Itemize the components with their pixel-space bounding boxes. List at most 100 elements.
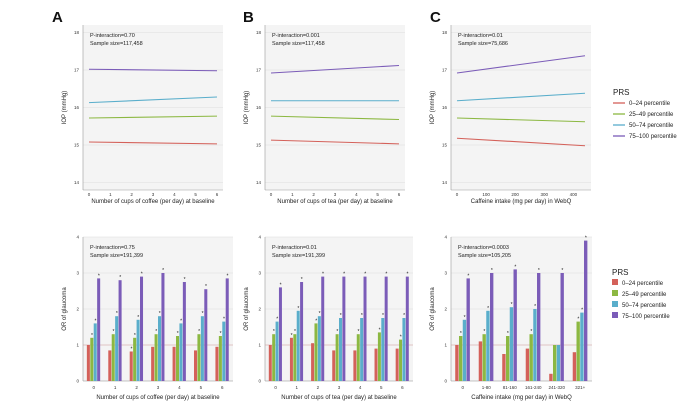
annotation-a: Sample size=117,458 xyxy=(90,41,143,47)
bar-c2-4-2 xyxy=(556,345,561,381)
significance-star-a2: * xyxy=(119,275,121,281)
bar-a2-5-0 xyxy=(194,350,198,381)
bar-a2-5-2 xyxy=(200,316,204,381)
bar-c2-4-0 xyxy=(549,373,553,381)
legend-label-0-2: 50–74 percentile xyxy=(629,123,674,129)
bar-c2-1-1 xyxy=(482,334,486,381)
annotation-a2: P-interaction=0.75 xyxy=(90,245,135,251)
y-tick-label-b2: 1 xyxy=(258,343,261,348)
bar-a2-4-2 xyxy=(179,323,183,381)
bar-a2-4-1 xyxy=(176,336,180,381)
significance-star-a2: * xyxy=(205,284,207,290)
bar-c2-0-1 xyxy=(458,336,463,381)
y-tick-label-c2: 0 xyxy=(444,379,447,384)
x-tick-label-a2: 1 xyxy=(114,385,117,390)
bar-b2-4-1 xyxy=(356,334,360,381)
bar-b2-5-1 xyxy=(377,332,381,381)
y-tick-label-b: 17 xyxy=(256,68,262,73)
significance-star-a2: * xyxy=(198,329,200,335)
bar-b2-6-3 xyxy=(405,276,409,381)
x-axis-label-a2: Number of cups of coffee (per day) at ba… xyxy=(96,395,220,401)
significance-star-a2: * xyxy=(116,311,118,317)
bar-a2-2-3 xyxy=(140,276,144,381)
significance-star-a2: * xyxy=(162,268,164,274)
bar-c2-3-1 xyxy=(529,334,533,381)
y-tick-label-b: 16 xyxy=(256,105,262,110)
x-tick-label-a: 3 xyxy=(152,192,155,197)
x-tick-label-b: 1 xyxy=(291,192,294,197)
significance-star-c2: * xyxy=(491,268,493,274)
bar-b2-1-0 xyxy=(289,337,293,381)
bar-c2-3-0 xyxy=(525,348,530,381)
bar-b2-4-0 xyxy=(353,350,357,381)
bar-b2-0-3 xyxy=(278,287,282,381)
x-axis-label-a: Number of cups of coffee (per day) at ba… xyxy=(91,199,215,205)
significance-star-b2: * xyxy=(382,313,384,319)
annotation-c2: P-interaction=0.0003 xyxy=(458,245,509,251)
series-line-b-0 xyxy=(270,139,400,145)
y-tick-label-a: 15 xyxy=(74,143,80,148)
significance-star-b2: * xyxy=(357,329,359,335)
y-tick-label-a2: 3 xyxy=(76,271,79,276)
legend-title-1: PRS xyxy=(612,268,628,277)
significance-star-b2: * xyxy=(336,329,338,335)
bar-c2-5-1 xyxy=(576,321,580,381)
significance-star-a2: * xyxy=(180,318,182,324)
significance-star-b2: * xyxy=(361,313,363,319)
bar-b2-5-3 xyxy=(384,276,388,381)
bar-a2-6-1 xyxy=(218,336,222,381)
x-tick-label-b2: 2 xyxy=(317,385,320,390)
bar-a2-6-0 xyxy=(215,346,219,381)
series-line-b-3 xyxy=(270,64,400,74)
series-line-a-0 xyxy=(88,141,218,145)
bar-c2-5-3 xyxy=(584,240,588,381)
x-tick-label-a2: 6 xyxy=(221,385,224,390)
legend-label-0-3: 75–100 percentile xyxy=(629,134,677,140)
legend-title-0: PRS xyxy=(613,88,629,97)
x-axis-label-c2: Caffeine intake (mg per day) in WebQ xyxy=(471,395,572,401)
bar-a2-1-3 xyxy=(118,280,122,381)
x-tick-label-b2: 1 xyxy=(295,385,298,390)
bar-c2-0-3 xyxy=(466,278,470,381)
significance-star-a2: * xyxy=(226,273,228,279)
x-tick-label-c2: 0 xyxy=(461,385,464,390)
bar-c2-0-2 xyxy=(462,319,467,381)
significance-star-a2: * xyxy=(202,311,204,317)
bar-a2-6-2 xyxy=(222,321,226,381)
legend-swatch-box-0 xyxy=(612,279,618,285)
bar-a2-2-1 xyxy=(133,337,137,381)
bar-b2-4-3 xyxy=(363,276,367,381)
significance-star-c2: * xyxy=(464,315,466,321)
x-tick-label-c2: 161-240 xyxy=(525,385,542,390)
significance-star-b2: * xyxy=(315,318,317,324)
significance-star-a2: * xyxy=(130,346,132,352)
significance-star-b2: * xyxy=(276,317,278,323)
x-tick-label-c: 100 xyxy=(482,192,490,197)
significance-star-c2: * xyxy=(460,331,462,337)
x-tick-label-c2: 81-160 xyxy=(503,385,518,390)
annotation-b: P-interaction=0.001 xyxy=(272,33,320,39)
x-axis-label-b2: Number of cups of tea (per day) at basel… xyxy=(281,395,397,401)
significance-star-b2: * xyxy=(407,272,409,278)
bar-b2-1-1 xyxy=(293,334,297,381)
y-axis-label-c2: OR of glaucoma xyxy=(430,287,436,331)
x-tick-label-c: 400 xyxy=(570,192,578,197)
legend-label-0-1: 25–49 percentile xyxy=(629,112,674,118)
x-tick-label-a2: 3 xyxy=(157,385,160,390)
significance-star-a2: * xyxy=(220,331,222,337)
x-tick-label-a2: 5 xyxy=(200,385,203,390)
y-axis-label-b2: OR of glaucoma xyxy=(244,287,250,331)
x-tick-label-b2: 0 xyxy=(274,385,277,390)
significance-star-b2: * xyxy=(291,333,293,339)
annotation-c: P-interaction=0.01 xyxy=(458,33,503,39)
significance-star-b2: * xyxy=(343,272,345,278)
bar-a2-0-2 xyxy=(93,323,97,381)
significance-star-a2: * xyxy=(94,318,96,324)
significance-star-b2: * xyxy=(319,311,321,317)
series-line-c-2 xyxy=(456,92,586,102)
significance-star-b2: * xyxy=(403,313,405,319)
bar-a2-4-3 xyxy=(182,282,186,381)
significance-star-b2: * xyxy=(340,313,342,319)
bar-a2-3-1 xyxy=(154,334,158,381)
